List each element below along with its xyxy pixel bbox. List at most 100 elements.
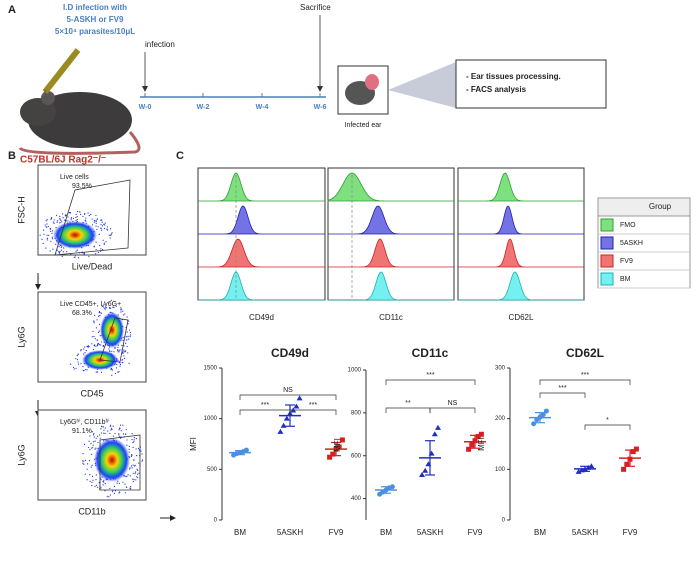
flow-event xyxy=(80,348,82,351)
flow-event xyxy=(69,363,72,365)
flow-event xyxy=(97,251,99,254)
flow-event xyxy=(124,483,126,485)
flow-event xyxy=(129,335,131,338)
flow-event xyxy=(73,256,75,258)
flow-event xyxy=(113,492,116,494)
flow-event xyxy=(131,454,133,457)
flow-event xyxy=(97,342,99,345)
flow-event xyxy=(133,479,135,481)
marker-label: CD11c xyxy=(379,313,403,322)
flow-event xyxy=(127,335,129,337)
flow-event xyxy=(109,494,111,496)
flow-event xyxy=(104,482,106,485)
flow-event xyxy=(59,219,61,221)
flow-event xyxy=(87,345,89,347)
flow-event xyxy=(77,353,79,355)
flow-event xyxy=(58,251,60,253)
flow-event xyxy=(70,219,72,221)
flow-event xyxy=(98,344,101,346)
flow-event xyxy=(90,466,92,468)
week-label: W-2 xyxy=(197,104,210,111)
significance-label: NS xyxy=(283,387,293,394)
flow-event xyxy=(135,438,137,440)
flow-event xyxy=(127,474,129,476)
flow-event xyxy=(102,426,104,428)
flow-event xyxy=(114,490,116,492)
significance-bracket xyxy=(539,379,631,385)
flow-event xyxy=(128,451,130,453)
flow-event xyxy=(75,250,77,252)
flow-event xyxy=(125,350,127,352)
flow-event xyxy=(118,351,120,353)
flow-event xyxy=(103,242,105,244)
flow-event xyxy=(104,432,106,435)
flow-event xyxy=(95,437,97,439)
y-tick-label: 600 xyxy=(351,453,362,459)
flow-event xyxy=(67,216,69,218)
flow-event xyxy=(104,222,106,224)
flow-event xyxy=(100,250,102,253)
flow-event xyxy=(95,484,97,486)
flow-event xyxy=(77,361,79,363)
data-point xyxy=(435,424,441,430)
histogram xyxy=(328,271,454,301)
flow-event xyxy=(122,361,124,364)
flow-event xyxy=(46,237,49,239)
flow-event xyxy=(95,327,97,329)
flow-event xyxy=(99,312,101,314)
significance-bracket xyxy=(429,407,476,413)
flow-event xyxy=(126,444,128,446)
flow-event xyxy=(83,348,85,350)
flow-event xyxy=(134,464,136,466)
flow-event xyxy=(129,331,132,334)
flow-event xyxy=(114,372,117,375)
flow-event xyxy=(134,472,136,474)
flow-event xyxy=(103,432,105,434)
flow-event xyxy=(131,454,133,456)
flow-event xyxy=(105,307,107,309)
ear-icon xyxy=(365,74,379,90)
arrow-head xyxy=(317,86,323,92)
flow-event xyxy=(122,310,124,312)
flow-event xyxy=(126,331,128,333)
data-point xyxy=(422,467,429,473)
flow-event xyxy=(120,430,122,432)
flow-event xyxy=(130,486,132,488)
flow-event xyxy=(91,485,93,487)
flow-event xyxy=(99,314,101,317)
flow-event xyxy=(138,472,140,474)
flow-event xyxy=(116,363,118,366)
flow-event xyxy=(132,464,134,466)
data-point xyxy=(339,437,345,443)
injection-text: 5-ASKH or FV9 xyxy=(67,15,124,24)
flow-event xyxy=(91,224,94,226)
flow-event xyxy=(100,223,102,226)
flow-event xyxy=(95,345,97,347)
flow-event xyxy=(128,448,130,450)
data-point xyxy=(243,447,249,453)
significance-label: NS xyxy=(448,400,458,407)
flow-event xyxy=(85,220,87,222)
flow-event xyxy=(89,474,91,476)
flow-event xyxy=(120,311,122,313)
legend-swatch xyxy=(600,236,614,250)
flow-event xyxy=(104,301,106,303)
flow-event xyxy=(119,424,122,426)
flow-event xyxy=(89,449,91,451)
flow-event xyxy=(122,424,124,426)
flow-event xyxy=(132,478,134,480)
legend-label: 5ASKH xyxy=(620,240,643,247)
flow-event xyxy=(96,228,98,231)
significance-label: *** xyxy=(558,385,566,392)
flow-event xyxy=(104,308,106,310)
gate-label: Ly6Gʰⁱ, CD11bʰⁱ xyxy=(60,418,110,426)
flow-event xyxy=(87,463,89,465)
flow-event xyxy=(95,220,97,223)
histogram xyxy=(198,271,325,301)
data-point xyxy=(283,415,290,421)
flow-event xyxy=(102,306,105,308)
flow-event xyxy=(126,336,128,338)
flow-event xyxy=(102,484,104,486)
flow-event xyxy=(79,211,81,213)
flow-event xyxy=(58,251,61,254)
